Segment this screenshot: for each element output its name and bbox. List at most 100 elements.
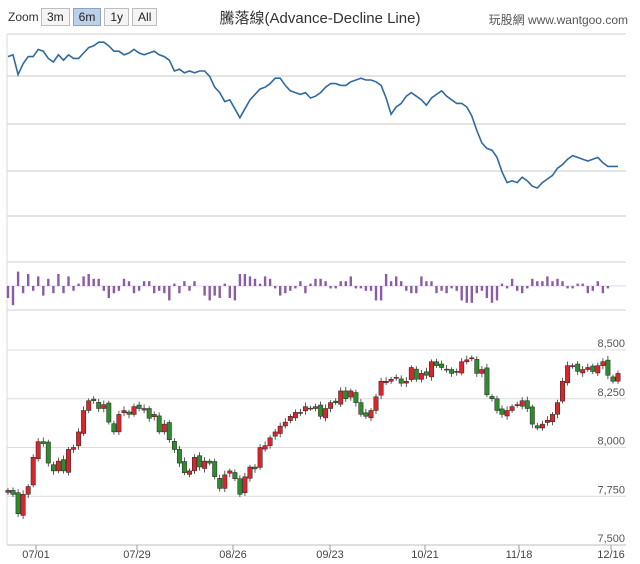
candlestick	[10, 487, 16, 497]
breadth-column	[137, 286, 141, 291]
candlestick	[267, 435, 273, 449]
zoom-6m-button[interactable]: 6m	[72, 8, 102, 26]
candle-body	[368, 410, 374, 419]
breadth-column	[364, 286, 368, 291]
candlestick	[514, 401, 520, 408]
candle-body	[192, 457, 197, 472]
candlestick	[484, 363, 490, 398]
zoom-1y-button[interactable]: 1y	[104, 8, 130, 26]
candle-body	[444, 368, 450, 371]
breadth-column	[369, 286, 373, 291]
breadth-column	[173, 283, 176, 286]
breadth-column	[294, 286, 297, 289]
zoom-all-button[interactable]: All	[132, 8, 158, 26]
candle-body	[560, 380, 565, 402]
candle-body	[590, 365, 596, 372]
candle-body	[378, 380, 384, 396]
candlestick	[50, 461, 56, 475]
breadth-column	[324, 281, 327, 286]
breadth-column	[183, 281, 186, 286]
candlestick	[449, 367, 455, 377]
candlestick	[383, 377, 389, 386]
candle-body	[257, 447, 263, 468]
candlestick	[333, 398, 339, 405]
candle-body	[615, 373, 621, 382]
candlestick	[131, 403, 137, 417]
candlestick	[570, 363, 576, 369]
breadth-column	[440, 286, 443, 291]
candle-body	[30, 457, 36, 486]
candle-body	[323, 408, 329, 419]
zoom-3m-button[interactable]: 3m	[41, 8, 70, 26]
candlestick	[101, 400, 107, 413]
zoom-label: Zoom	[8, 10, 39, 24]
candle-body	[141, 408, 147, 411]
candle-body	[600, 361, 606, 366]
candle-body	[575, 363, 581, 372]
breadth-column	[16, 271, 20, 286]
candlestick	[368, 408, 374, 421]
candle-body	[20, 494, 26, 516]
candlestick	[580, 366, 586, 377]
candle-body	[151, 414, 157, 417]
breadth-column	[107, 286, 110, 298]
candle-body	[393, 377, 399, 379]
candle-body	[595, 365, 601, 374]
breadth-column	[274, 286, 277, 289]
breadth-column	[465, 286, 468, 303]
breadth-column	[77, 283, 80, 286]
breadth-column	[218, 286, 221, 298]
breadth-column	[47, 278, 50, 286]
breadth-column	[238, 274, 242, 286]
candlestick	[544, 416, 550, 426]
candlestick	[338, 387, 344, 407]
breadth-column	[354, 286, 358, 289]
advance-decline-line-panel	[7, 41, 618, 189]
breadth-column	[581, 283, 584, 286]
candle-body	[383, 380, 389, 384]
candle-body	[434, 361, 439, 366]
breadth-column	[475, 286, 478, 294]
breadth-column	[561, 281, 564, 286]
y-tick-label: 7,750	[597, 484, 625, 496]
candle-body	[439, 363, 445, 368]
breadth-column	[329, 286, 332, 289]
breadth-column	[405, 286, 408, 291]
breadth-column	[32, 286, 35, 291]
breadth-column	[339, 281, 342, 286]
breadth-column	[203, 286, 206, 296]
candle-body	[318, 404, 324, 417]
candlestick	[96, 398, 102, 412]
candlestick	[393, 374, 399, 381]
candlestick	[585, 363, 591, 372]
candlestick	[343, 386, 349, 402]
breadth-column	[228, 286, 231, 298]
candle-body	[449, 369, 455, 374]
candle-body	[55, 460, 61, 472]
candlestick	[40, 437, 46, 447]
breadth-column	[52, 286, 55, 294]
candle-body	[181, 461, 187, 474]
candlestick	[439, 360, 445, 371]
candle-body	[474, 359, 480, 374]
breadth-column	[213, 286, 216, 296]
candlestick	[403, 377, 409, 387]
candlestick	[323, 404, 329, 422]
candlestick	[499, 405, 505, 418]
candle-body	[202, 460, 208, 469]
candlestick	[600, 358, 606, 370]
breadth-column	[309, 283, 312, 286]
candlestick	[86, 398, 92, 414]
candlestick	[565, 361, 571, 386]
candle-body	[71, 447, 76, 450]
candlestick	[434, 358, 439, 368]
candle-body	[494, 398, 500, 411]
breadth-column	[208, 286, 211, 301]
breadth-column	[505, 286, 509, 289]
candle-body	[514, 404, 520, 406]
breadth-column	[153, 286, 156, 294]
candle-body	[121, 410, 127, 414]
candlestick	[555, 399, 560, 419]
candlestick	[247, 464, 253, 482]
candle-body	[388, 379, 394, 382]
